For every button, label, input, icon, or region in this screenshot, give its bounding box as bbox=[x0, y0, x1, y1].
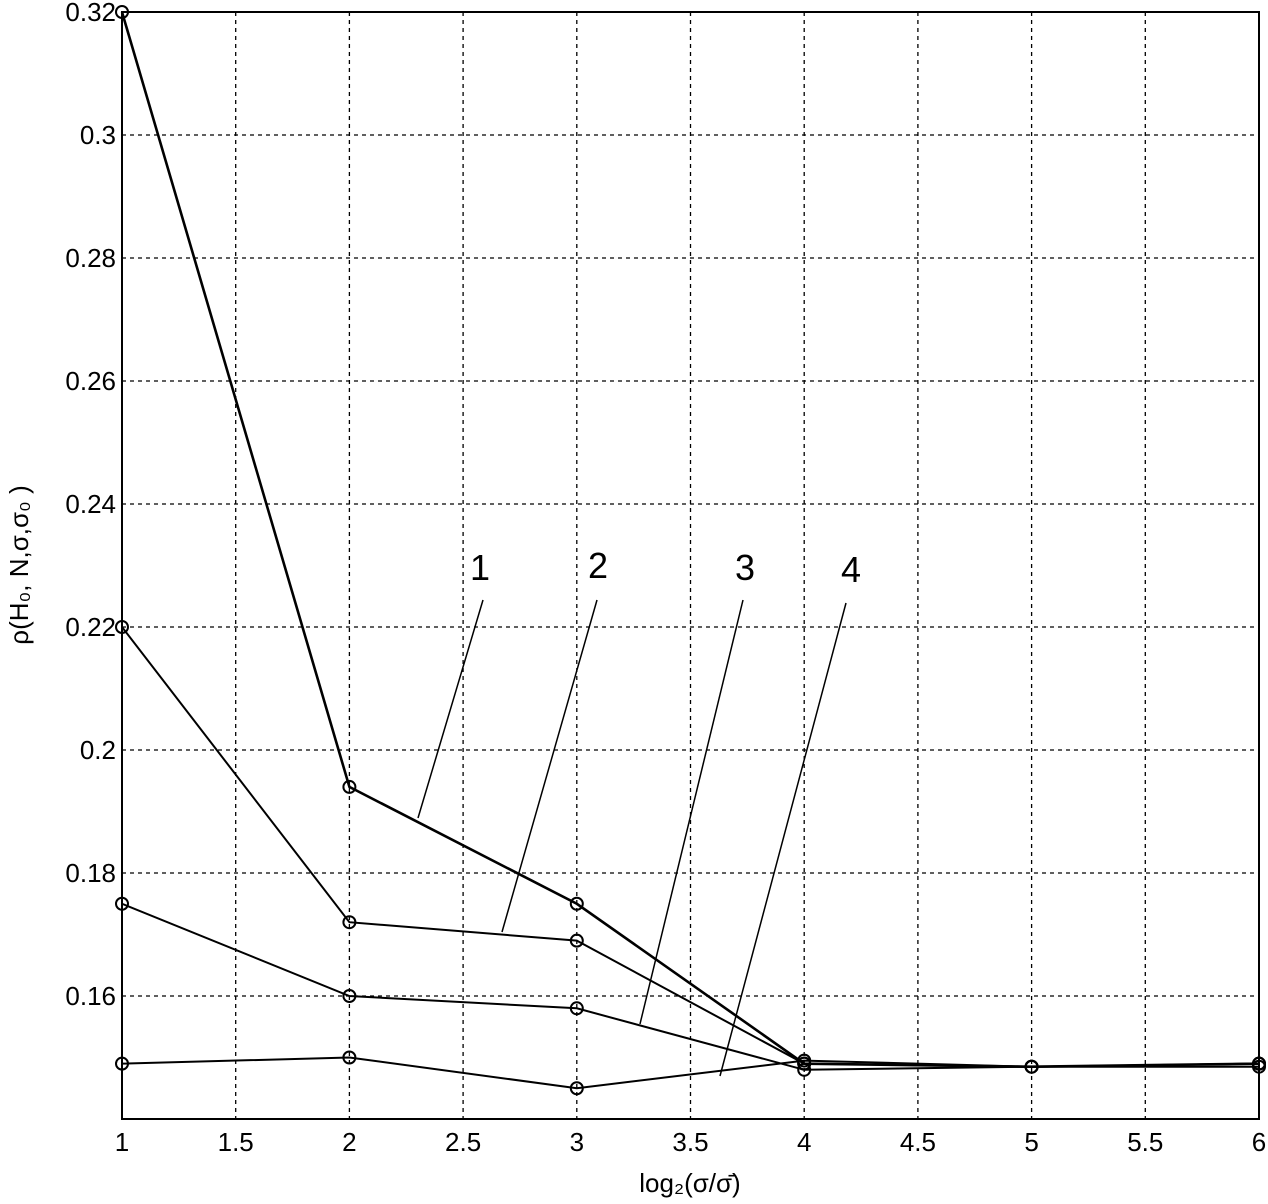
data-point bbox=[797, 1062, 812, 1077]
data-point bbox=[569, 1001, 584, 1016]
y-tick-label: 0.3 bbox=[80, 120, 116, 150]
x-tick-label: 3.5 bbox=[672, 1127, 708, 1157]
data-point bbox=[115, 896, 129, 911]
data-point bbox=[1024, 1059, 1039, 1074]
data-point bbox=[342, 989, 357, 1003]
y-tick-label: 0.26 bbox=[65, 366, 116, 396]
data-point bbox=[115, 5, 129, 19]
data-point bbox=[342, 1050, 357, 1065]
y-tick-label: 0.28 bbox=[65, 243, 116, 273]
data-point bbox=[569, 1081, 584, 1096]
x-tick-label: 3 bbox=[570, 1127, 584, 1157]
annotation: 3 bbox=[735, 547, 755, 588]
data-point bbox=[115, 620, 129, 634]
data-point bbox=[797, 1053, 812, 1068]
x-tick-label: 1.5 bbox=[218, 1127, 254, 1157]
x-axis-label: log₂(σ/σ̄) bbox=[639, 1168, 740, 1198]
y-tick-label: 0.22 bbox=[65, 612, 116, 642]
data-point bbox=[115, 1056, 129, 1071]
x-tick-label: 1 bbox=[115, 1127, 129, 1157]
leader-line bbox=[639, 599, 744, 1025]
y-axis-label: ρ(H₀, N,σ,σ₀ ) bbox=[4, 485, 34, 644]
data-point bbox=[342, 779, 357, 794]
y-tick-label: 0.24 bbox=[65, 489, 116, 519]
data-point bbox=[569, 933, 584, 948]
x-tick-label: 4 bbox=[797, 1127, 811, 1157]
data-point bbox=[569, 896, 584, 911]
x-tick-label: 4.5 bbox=[900, 1127, 936, 1157]
leader-line bbox=[417, 599, 484, 819]
annotation: 4 bbox=[841, 549, 861, 590]
leader-line bbox=[719, 602, 847, 1077]
x-tick-label: 6 bbox=[1252, 1127, 1266, 1157]
series-line bbox=[121, 1056, 1259, 1090]
y-tick-label: 0.16 bbox=[65, 981, 116, 1011]
data-point bbox=[342, 915, 357, 930]
y-tick-label: 0.2 bbox=[80, 735, 116, 765]
x-tick-label: 2.5 bbox=[445, 1127, 481, 1157]
y-tick-label: 0.18 bbox=[65, 858, 116, 888]
x-tick-label: 2 bbox=[342, 1127, 356, 1157]
x-tick-label: 5 bbox=[1024, 1127, 1038, 1157]
y-tick-label: 0.32 bbox=[65, 0, 116, 27]
data-point bbox=[1252, 1059, 1266, 1074]
annotation: 1 bbox=[470, 547, 490, 588]
annotation: 2 bbox=[588, 545, 608, 586]
plot-frame bbox=[121, 11, 1260, 1120]
x-tick-label: 5.5 bbox=[1127, 1127, 1163, 1157]
leader-line bbox=[501, 599, 598, 933]
